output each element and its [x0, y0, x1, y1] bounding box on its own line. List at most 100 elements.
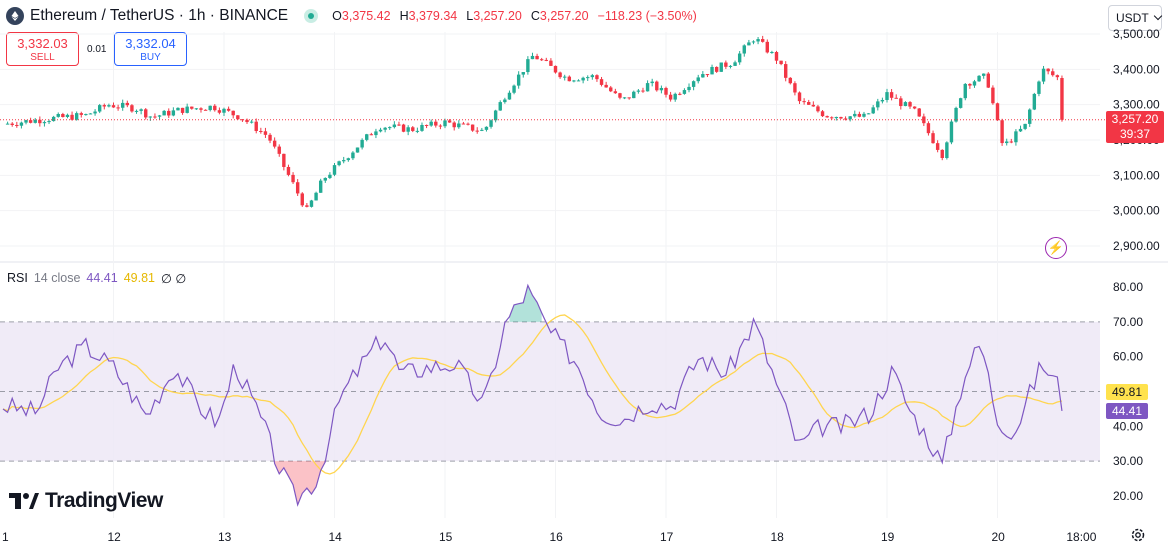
buy-price: 3,332.04: [125, 36, 176, 51]
candle-body: [618, 93, 622, 98]
candle-body: [489, 120, 493, 127]
rsi-value: 44.41: [86, 271, 118, 285]
candle-body: [512, 85, 516, 93]
candle-body: [797, 92, 802, 102]
candle-body: [779, 60, 783, 65]
rsi-legend[interactable]: RSI 14 close 44.41 49.81 ∅ ∅: [7, 271, 186, 286]
rsi-tick-label: 70.00: [1113, 315, 1143, 329]
candle-body: [880, 99, 885, 102]
candle-body: [972, 81, 977, 86]
candle-body: [719, 62, 723, 72]
rsi-tick-label: 30.00: [1113, 454, 1143, 468]
candle-body: [963, 83, 967, 99]
lightning-bolt-icon[interactable]: ⚡: [1045, 237, 1067, 259]
candle-body: [650, 81, 654, 84]
time-tick-label: 1: [2, 530, 9, 544]
candle-body: [586, 77, 590, 79]
candle-body: [894, 97, 898, 99]
candle-body: [475, 130, 479, 132]
candle-body: [714, 66, 719, 72]
candle-body: [121, 102, 125, 108]
candle-body: [885, 92, 889, 100]
candle-body: [286, 166, 291, 175]
candle-body: [162, 110, 166, 116]
candle-body: [438, 125, 443, 127]
candle-body: [415, 130, 420, 132]
candle-body: [825, 116, 829, 118]
candle-body: [1037, 81, 1041, 94]
candle-body: [167, 110, 171, 116]
candle-body: [834, 116, 839, 119]
symbol-title[interactable]: Ethereum / TetherUS · 1h · BINANCE: [30, 7, 289, 24]
candle-body: [249, 121, 254, 123]
candle-body: [1009, 141, 1014, 143]
rsi-tick-label: 60.00: [1113, 350, 1143, 364]
buy-label: BUY: [140, 52, 161, 63]
candle-body: [807, 102, 811, 105]
candle-body: [1055, 75, 1060, 78]
candle-body: [15, 124, 19, 126]
candle-body: [88, 113, 93, 115]
candle-body: [931, 133, 935, 144]
rsi-ma-tag: 49.81: [1106, 384, 1148, 400]
rsi-line: [2, 283, 1063, 507]
price-tick-label: 3,300.00: [1113, 98, 1160, 112]
candle-body: [558, 72, 562, 78]
candle-body: [42, 122, 47, 124]
candle-body: [1051, 71, 1055, 76]
candle-body: [236, 115, 240, 120]
candle-body: [38, 119, 42, 124]
candle-body: [51, 116, 56, 122]
candle-body: [862, 113, 866, 117]
rsi-extra: ∅ ∅: [160, 272, 187, 286]
high-label: H: [399, 9, 409, 23]
candle-body: [125, 102, 130, 106]
candle-body: [756, 39, 760, 42]
candle-body: [613, 91, 618, 94]
candle-body: [968, 83, 972, 86]
currency-selector[interactable]: USDT: [1108, 5, 1162, 31]
bar-countdown: 39:37: [1119, 127, 1151, 141]
sell-label: SELL: [30, 52, 55, 63]
candle-body: [682, 90, 687, 94]
rsi-params: 14 close: [33, 271, 81, 285]
candle-body: [687, 86, 691, 91]
candle-body: [659, 87, 664, 91]
candle-body: [641, 90, 645, 92]
candle-body: [655, 81, 659, 91]
candle-body: [521, 72, 525, 75]
buy-button[interactable]: 3,332.04 BUY: [114, 32, 187, 66]
candle-body: [480, 129, 484, 131]
candle-body: [346, 158, 351, 161]
candle-body: [696, 77, 700, 82]
candle-body: [309, 200, 314, 207]
time-tick-label: 20: [992, 530, 1006, 544]
sell-button[interactable]: 3,332.03 SELL: [6, 32, 79, 66]
candle-body: [871, 107, 875, 114]
candle-body: [245, 119, 249, 123]
candle-body: [383, 127, 387, 130]
candle-body: [820, 111, 825, 117]
high-value: 3,379.34: [408, 9, 458, 23]
candle-body: [917, 108, 921, 117]
candle-body: [710, 66, 714, 75]
rsi-tick-label: 20.00: [1113, 489, 1143, 503]
gear-icon[interactable]: [1130, 527, 1146, 543]
candle-body: [981, 73, 986, 76]
candle-body: [1014, 131, 1018, 143]
candle-body: [770, 52, 774, 54]
candle-body: [213, 105, 217, 111]
tradingview-logo[interactable]: TradingView: [9, 489, 163, 513]
last-price-value: 3,257.20: [1111, 112, 1159, 126]
candle-body: [691, 81, 696, 87]
candle-body: [318, 180, 323, 193]
candle-body: [28, 120, 33, 123]
candle-body: [516, 74, 521, 86]
candle-body: [337, 161, 341, 166]
candle-body: [673, 93, 677, 100]
candle-body: [609, 87, 613, 92]
candle-body: [843, 118, 848, 120]
candle-body: [549, 60, 553, 66]
candle-body: [268, 134, 272, 141]
